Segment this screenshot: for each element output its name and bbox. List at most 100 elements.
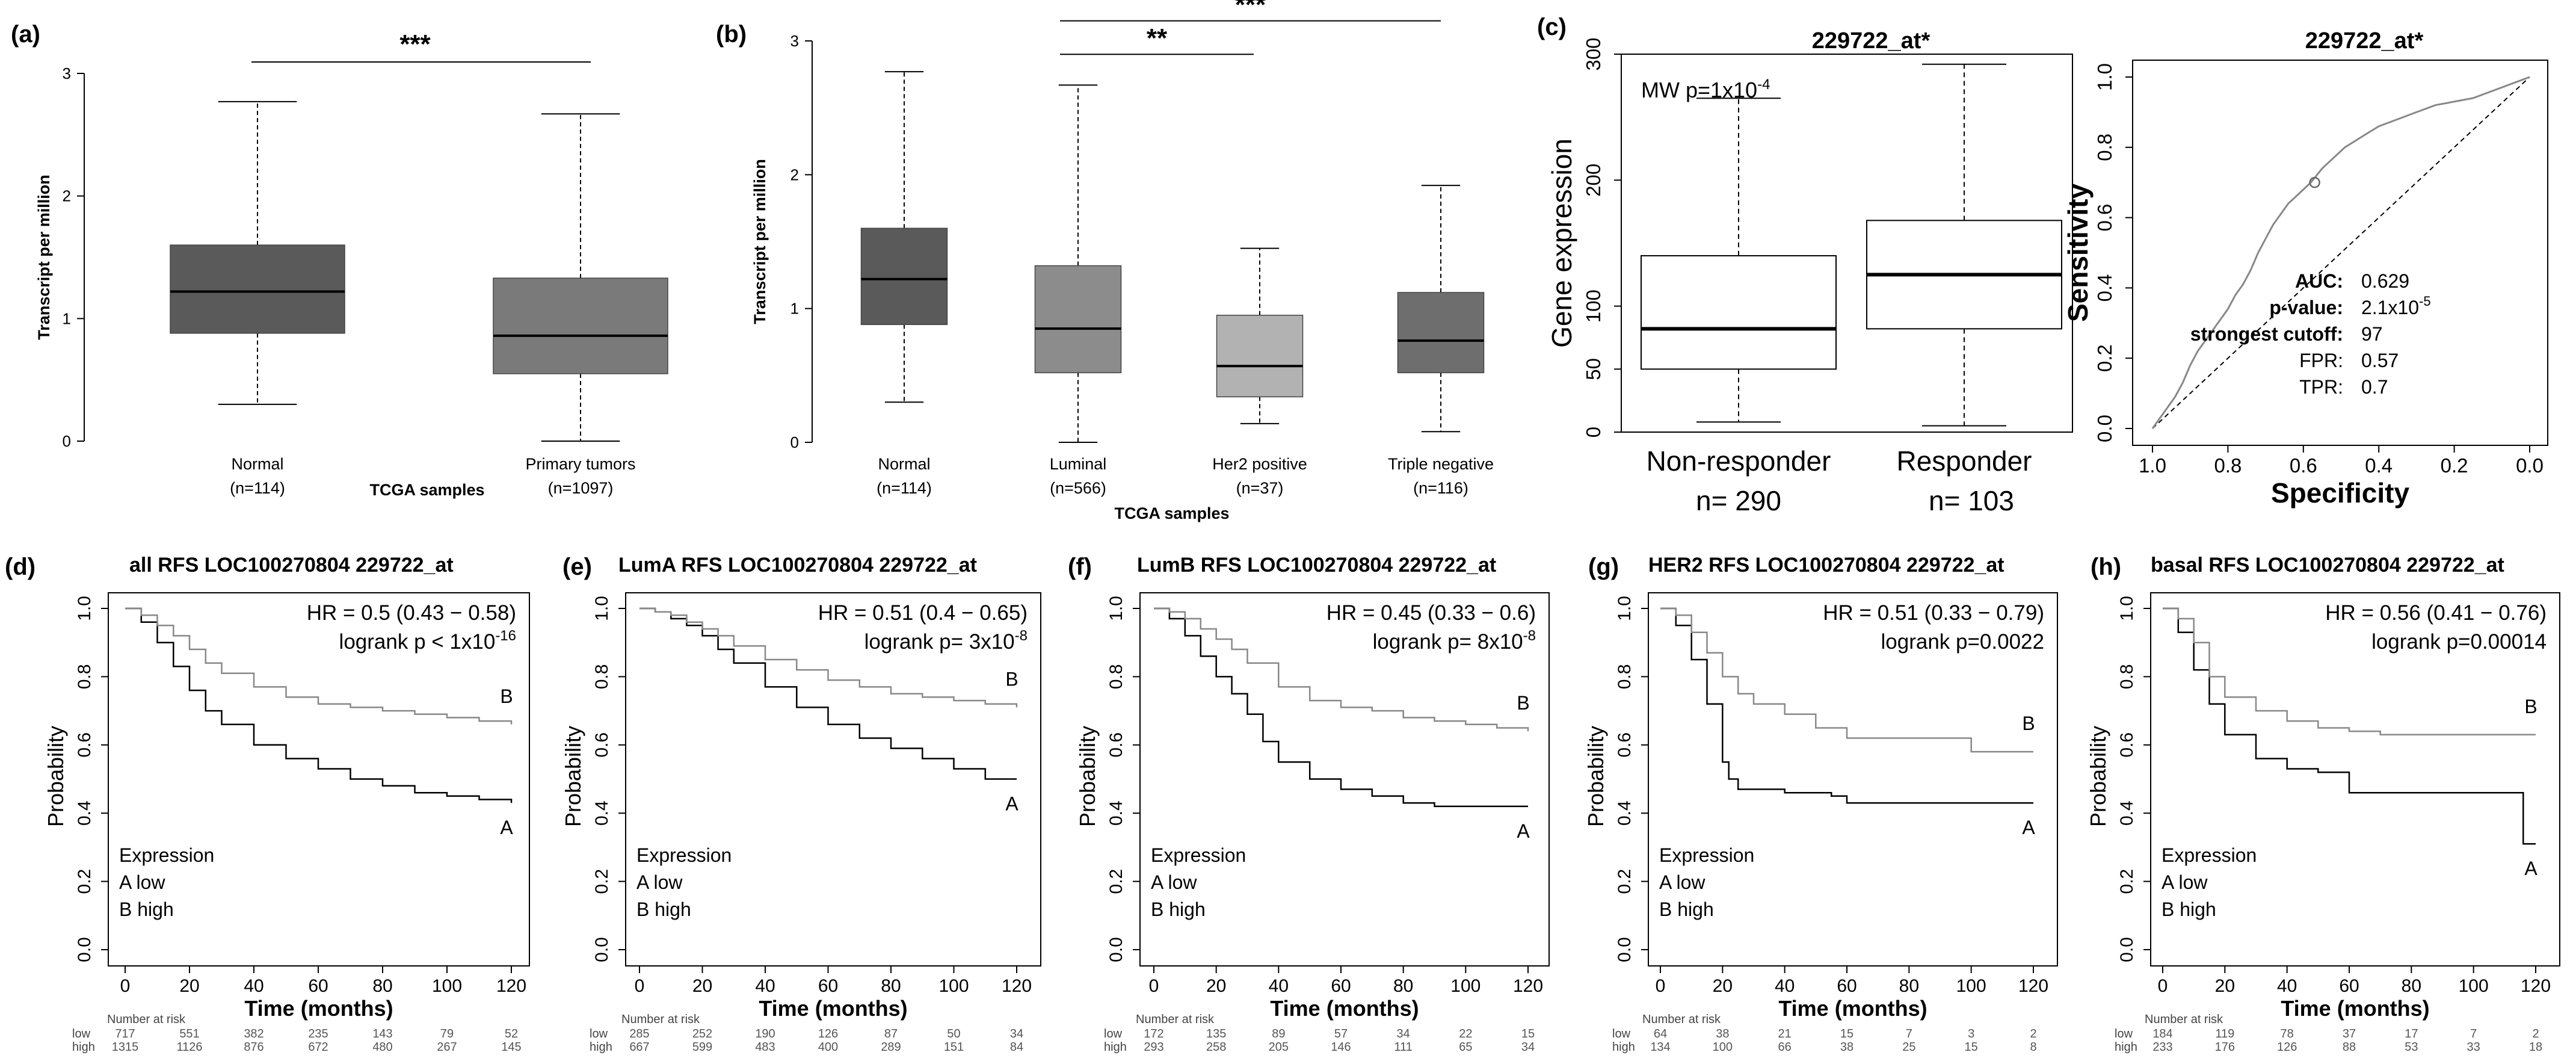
risk-count-high: 233: [2152, 1041, 2172, 1054]
y-tick-label: 0.6: [1106, 732, 1126, 758]
x-tick-label: 0: [2158, 976, 2168, 996]
risk-count-low: 143: [372, 1027, 392, 1041]
x-tick-label: 60: [2339, 976, 2359, 996]
y-tick-label: 0.2: [75, 869, 94, 894]
panel-label: (b): [716, 21, 747, 48]
x-tick-label: 40: [755, 976, 775, 996]
category-label: Primary tumors: [525, 455, 635, 473]
legend-item-a-low: A low: [1659, 871, 1706, 893]
x-axis-title: Time (months): [1778, 996, 1927, 1021]
risk-count-low: 285: [629, 1027, 649, 1041]
y-tick-label: 100: [1582, 289, 1604, 323]
risk-count-high: 34: [1521, 1041, 1535, 1054]
hazard-ratio-label: HR = 0.5 (0.43 − 0.58): [307, 601, 516, 625]
roc-stat-label: TPR:: [2299, 376, 2343, 398]
risk-count-low: 37: [2343, 1027, 2356, 1041]
x-tick-label: 120: [496, 976, 526, 996]
risk-count-low: 3: [1968, 1027, 1974, 1041]
x-tick-label: 40: [244, 976, 263, 996]
y-tick-label: 1.0: [2094, 63, 2116, 91]
risk-count-high: 599: [692, 1041, 712, 1054]
y-tick-label: 0: [63, 432, 71, 450]
legend-item-a-low: A low: [2162, 871, 2208, 893]
legend-title: Expression: [2162, 844, 2257, 866]
y-tick-label: 0.6: [2094, 204, 2116, 232]
x-tick-label: 120: [1002, 976, 1032, 996]
risk-count-high: 84: [1010, 1041, 1023, 1054]
logrank-pvalue-label: logrank p= 8x10-8: [1373, 628, 1536, 654]
x-tick-label: 40: [2277, 976, 2297, 996]
y-tick-label: 3: [63, 64, 71, 82]
x-tick-label: 80: [1899, 976, 1919, 996]
diagonal-reference-line: [2152, 76, 2530, 429]
category-n-label: (n=116): [1413, 479, 1468, 497]
legend-title: Expression: [1151, 844, 1246, 866]
panel-e-km-plot: (e) LumA RFS LOC100270804 229722_at 0.0 0.2…: [561, 554, 1041, 1054]
cutoff-point-marker: [2309, 176, 2320, 188]
chart-title: 229722_at*: [1812, 28, 1930, 54]
risk-row-label-low: low: [1612, 1027, 1631, 1041]
chart-title: LumA RFS LOC100270804 229722_at: [618, 554, 977, 577]
risk-count-high: 53: [2405, 1041, 2418, 1054]
chart-title: all RFS LOC100270804 229722_at: [129, 554, 454, 577]
y-axis-title: Probability: [1075, 726, 1100, 827]
x-tick-label: 20: [692, 976, 712, 996]
risk-count-low: 64: [1654, 1027, 1667, 1041]
roc-stat-label: FPR:: [2299, 350, 2343, 371]
risk-count-high: 205: [1269, 1041, 1289, 1054]
hazard-ratio-label: HR = 0.51 (0.4 − 0.65): [818, 601, 1028, 625]
series-a-low-line: [125, 607, 513, 803]
y-tick-label: 0.0: [1106, 937, 1126, 962]
y-tick-label: 0.8: [592, 664, 612, 690]
y-tick-label: 0.6: [2117, 732, 2137, 758]
risk-count-low: 21: [1778, 1027, 1792, 1041]
risk-count-low: 190: [755, 1027, 775, 1041]
legend-item-a-low: A low: [636, 871, 683, 893]
risk-count-low: 17: [2405, 1027, 2418, 1041]
y-tick-label: 0.6: [75, 732, 94, 758]
box-iqr: [1641, 255, 1837, 370]
category-label: Normal: [878, 455, 930, 473]
y-tick-label: 0.0: [2094, 415, 2116, 442]
box-iqr: [1397, 292, 1485, 374]
significance-label: ***: [399, 29, 431, 59]
y-tick-label: 0.2: [1615, 869, 1635, 894]
risk-count-low: 235: [308, 1027, 328, 1041]
category-n-label: n= 103: [1929, 485, 2014, 516]
y-tick-label: 0.6: [1615, 732, 1635, 758]
series-b-high-line: [125, 607, 513, 725]
series-a-low-line: [639, 607, 1017, 780]
risk-count-low: 119: [2215, 1027, 2234, 1041]
risk-count-low: 184: [2152, 1027, 2172, 1041]
category-n-label: (n=1097): [548, 479, 614, 497]
category-n-label: (n=114): [230, 479, 285, 497]
box-iqr: [1216, 315, 1304, 398]
risk-count-high: 876: [244, 1041, 263, 1054]
y-tick-label: 0.4: [75, 800, 94, 826]
significance-label: ***: [1235, 0, 1266, 20]
risk-count-high: 15: [1965, 1041, 1978, 1054]
x-tick-label: 0.0: [2516, 454, 2544, 477]
plot-frame: [625, 592, 1041, 967]
x-tick-label: 0.4: [2365, 454, 2393, 477]
y-tick-label: 0.0: [2117, 937, 2137, 962]
risk-count-low: 87: [884, 1027, 898, 1041]
risk-count-high: 146: [1331, 1041, 1351, 1054]
panel-label: (e): [562, 554, 592, 580]
y-tick-label: 0.2: [2094, 344, 2116, 372]
x-axis-title: Time (months): [244, 996, 393, 1021]
panel-f-km-plot: (f) LumB RFS LOC100270804 229722_at 0.0 0.2…: [1068, 554, 1550, 1054]
box-iqr: [1034, 265, 1122, 374]
series-end-label: A: [2524, 858, 2537, 879]
risk-count-high: 66: [1778, 1041, 1792, 1054]
x-tick-label: 120: [2018, 976, 2048, 996]
roc-stat-value: 2.1x10-5: [2361, 294, 2431, 318]
x-axis-title: TCGA samples: [1114, 504, 1229, 522]
x-tick-label: 0.2: [2441, 454, 2468, 477]
y-tick-label: 200: [1582, 164, 1604, 197]
series-a-low-line: [1154, 607, 1528, 808]
panel-label: (g): [1588, 554, 1619, 580]
risk-count-high: 33: [2467, 1041, 2480, 1054]
series-b-high-line: [1154, 607, 1529, 732]
roc-stat-label: strongest cutoff:: [2190, 323, 2343, 345]
